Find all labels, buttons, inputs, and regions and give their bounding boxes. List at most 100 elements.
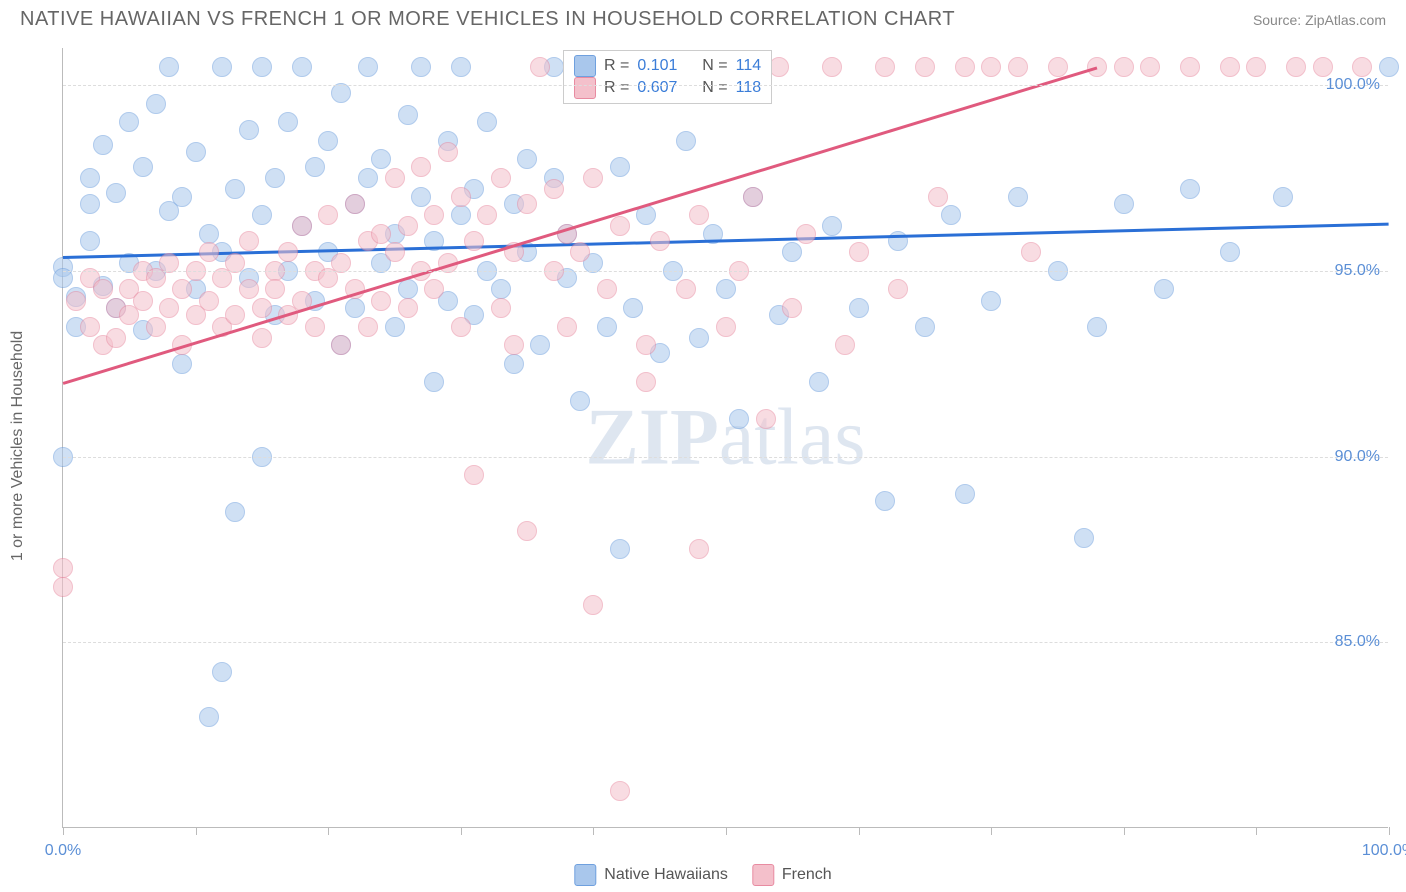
- data-point: [782, 242, 802, 262]
- data-point: [530, 335, 550, 355]
- data-point: [557, 317, 577, 337]
- data-point: [80, 168, 100, 188]
- data-point: [358, 168, 378, 188]
- data-point: [411, 187, 431, 207]
- data-point: [1246, 57, 1266, 77]
- gridline: [63, 85, 1388, 86]
- data-point: [80, 231, 100, 251]
- data-point: [225, 179, 245, 199]
- x-tick-label: 100.0%: [1362, 842, 1406, 860]
- data-point: [451, 187, 471, 207]
- x-tick: [726, 827, 727, 835]
- x-tick: [1124, 827, 1125, 835]
- data-point: [1140, 57, 1160, 77]
- data-point: [345, 298, 365, 318]
- data-point: [398, 216, 418, 236]
- data-point: [451, 205, 471, 225]
- data-point: [385, 242, 405, 262]
- data-point: [371, 224, 391, 244]
- data-point: [1220, 242, 1240, 262]
- chart-plot-area: ZIPatlas R = 0.101 N = 114R = 0.607 N = …: [62, 48, 1388, 828]
- data-point: [729, 409, 749, 429]
- data-point: [491, 168, 511, 188]
- data-point: [570, 242, 590, 262]
- data-point: [1273, 187, 1293, 207]
- data-point: [80, 194, 100, 214]
- legend-row: R = 0.101 N = 114: [574, 55, 761, 77]
- data-point: [544, 179, 564, 199]
- data-point: [504, 335, 524, 355]
- data-point: [265, 279, 285, 299]
- data-point: [159, 298, 179, 318]
- gridline: [63, 271, 1388, 272]
- gridline: [63, 457, 1388, 458]
- x-tick: [328, 827, 329, 835]
- data-point: [212, 57, 232, 77]
- data-point: [199, 242, 219, 262]
- data-point: [278, 112, 298, 132]
- data-point: [743, 187, 763, 207]
- data-point: [318, 131, 338, 151]
- legend-row: R = 0.607 N = 118: [574, 77, 761, 99]
- y-axis-title: 1 or more Vehicles in Household: [9, 331, 27, 561]
- data-point: [1180, 179, 1200, 199]
- x-tick: [461, 827, 462, 835]
- data-point: [1313, 57, 1333, 77]
- data-point: [676, 279, 696, 299]
- data-point: [451, 57, 471, 77]
- data-point: [583, 168, 603, 188]
- data-point: [80, 317, 100, 337]
- data-point: [1352, 57, 1372, 77]
- data-point: [199, 224, 219, 244]
- data-point: [597, 279, 617, 299]
- legend-item: Native Hawaiians: [574, 864, 728, 886]
- data-point: [119, 112, 139, 132]
- data-point: [278, 242, 298, 262]
- data-point: [451, 317, 471, 337]
- data-point: [252, 298, 272, 318]
- data-point: [650, 231, 670, 251]
- data-point: [504, 354, 524, 374]
- data-point: [955, 57, 975, 77]
- data-point: [822, 216, 842, 236]
- data-point: [1074, 528, 1094, 548]
- y-tick-label: 90.0%: [1335, 448, 1380, 466]
- data-point: [106, 328, 126, 348]
- data-point: [981, 57, 1001, 77]
- data-point: [1008, 57, 1028, 77]
- data-point: [849, 242, 869, 262]
- x-tick-label: 0.0%: [45, 842, 81, 860]
- data-point: [1021, 242, 1041, 262]
- data-point: [93, 135, 113, 155]
- data-point: [636, 335, 656, 355]
- data-point: [915, 57, 935, 77]
- data-point: [172, 187, 192, 207]
- data-point: [610, 539, 630, 559]
- data-point: [53, 577, 73, 597]
- data-point: [809, 372, 829, 392]
- data-point: [305, 157, 325, 177]
- x-tick: [859, 827, 860, 835]
- data-point: [477, 205, 497, 225]
- data-point: [1087, 317, 1107, 337]
- data-point: [172, 279, 192, 299]
- y-tick-label: 95.0%: [1335, 262, 1380, 280]
- data-point: [93, 279, 113, 299]
- data-point: [385, 317, 405, 337]
- data-point: [491, 279, 511, 299]
- trend-line: [63, 67, 1098, 385]
- data-point: [424, 372, 444, 392]
- x-tick: [593, 827, 594, 835]
- data-point: [1379, 57, 1399, 77]
- data-point: [1008, 187, 1028, 207]
- data-point: [225, 305, 245, 325]
- data-point: [438, 142, 458, 162]
- data-point: [464, 231, 484, 251]
- data-point: [398, 105, 418, 125]
- y-tick-label: 100.0%: [1326, 76, 1380, 94]
- data-point: [1048, 57, 1068, 77]
- data-point: [822, 57, 842, 77]
- data-point: [1114, 57, 1134, 77]
- trend-line: [63, 223, 1389, 259]
- data-point: [981, 291, 1001, 311]
